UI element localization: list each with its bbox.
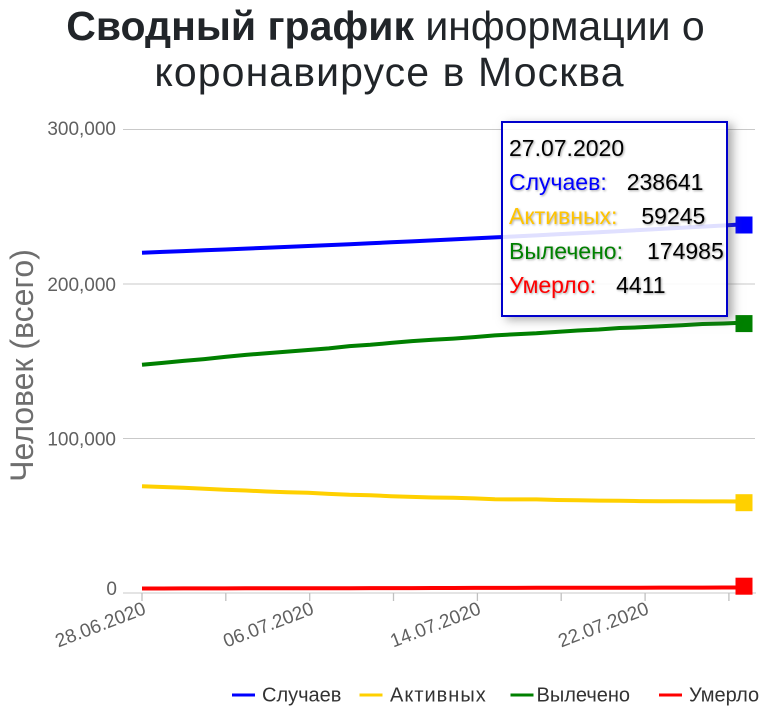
svg-text:Человек (всего): Человек (всего) bbox=[4, 249, 40, 482]
svg-text:22.07.2020: 22.07.2020 bbox=[555, 599, 651, 653]
svg-text:300,000: 300,000 bbox=[47, 119, 116, 140]
svg-text:200,000: 200,000 bbox=[47, 275, 116, 296]
svg-text:Вылечено: Вылечено bbox=[537, 685, 631, 707]
svg-text:06.07.2020: 06.07.2020 bbox=[220, 599, 316, 653]
svg-text:Активных: Активных bbox=[390, 685, 487, 707]
svg-text:0: 0 bbox=[106, 579, 117, 600]
svg-text:28.06.2020: 28.06.2020 bbox=[52, 599, 148, 653]
svg-text:Случаев: Случаев bbox=[262, 685, 341, 707]
svg-text:100,000: 100,000 bbox=[47, 429, 116, 450]
svg-text:Умерло: Умерло bbox=[689, 685, 759, 707]
svg-text:14.07.2020: 14.07.2020 bbox=[387, 599, 483, 653]
